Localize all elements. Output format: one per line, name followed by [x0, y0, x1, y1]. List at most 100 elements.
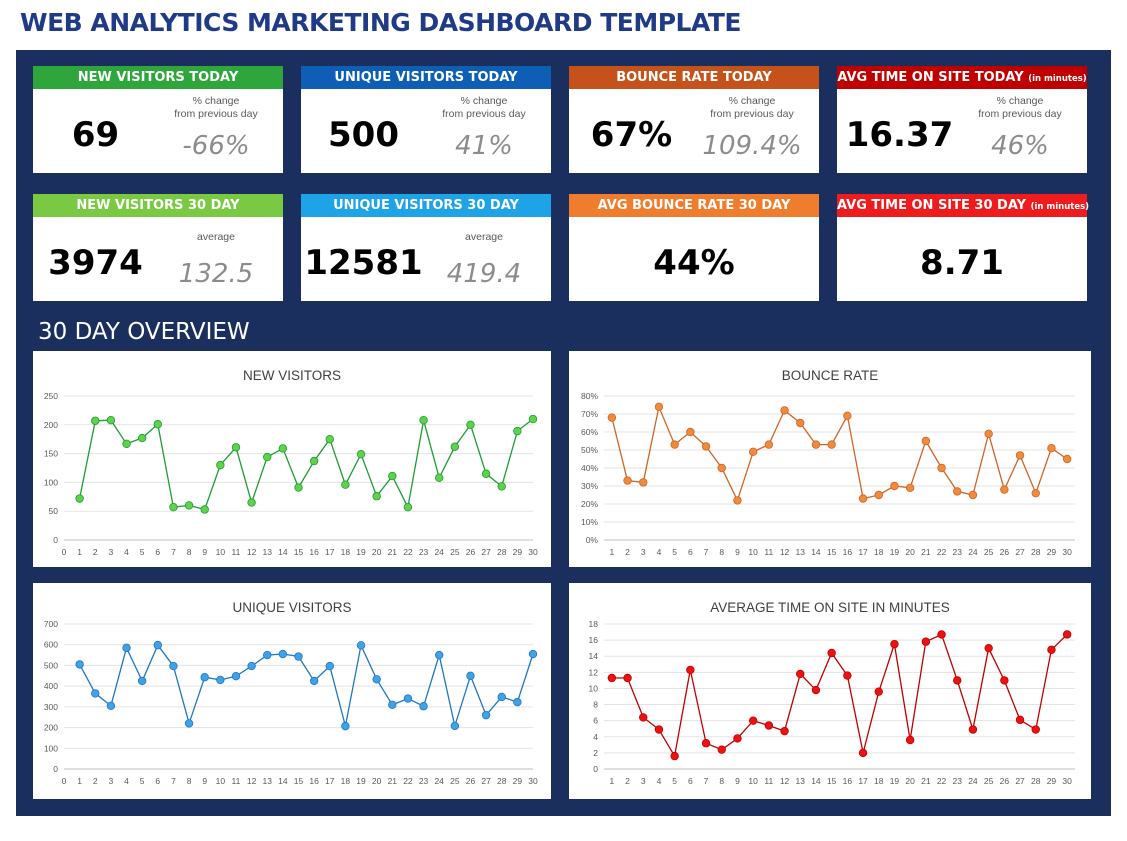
y-tick-label: 500 [44, 660, 58, 670]
data-point [513, 426, 522, 436]
x-tick-label: 17 [858, 547, 868, 557]
x-tick-label: 14 [278, 547, 288, 557]
data-point [1062, 630, 1072, 639]
x-tick-label: 30 [528, 776, 538, 786]
y-tick-label: 10 [589, 683, 599, 693]
x-tick-label: 21 [921, 776, 931, 786]
data-point [309, 456, 319, 466]
data-point [905, 483, 915, 492]
card-avg-bounce-rate-30-day: AVG BOUNCE RATE 30 DAY 44% [569, 194, 819, 301]
x-tick-label: 5 [672, 776, 677, 786]
x-tick-label: 28 [497, 776, 507, 786]
change-label-line1: % change [996, 95, 1044, 107]
x-tick-label: 13 [262, 547, 272, 557]
data-point [654, 725, 664, 734]
data-point [91, 689, 100, 698]
change-label-line2: from previous day [710, 108, 794, 120]
data-point [733, 496, 742, 505]
data-point [294, 652, 303, 661]
data-point [325, 661, 334, 671]
x-tick-label: 7 [704, 547, 709, 557]
x-tick-label: 16 [843, 776, 853, 786]
data-point [278, 649, 288, 659]
data-point [1015, 451, 1025, 460]
average-label: average [465, 231, 503, 243]
avg-time-chart-svg: AVERAGE TIME ON SITE IN MINUTES024681012… [589, 600, 1075, 786]
y-tick-label: 14 [589, 651, 599, 661]
data-point [796, 418, 805, 428]
data-point [419, 702, 428, 711]
x-tick-label: 29 [1047, 547, 1057, 557]
x-tick-label: 27 [1015, 547, 1025, 557]
x-tick-label: 1 [609, 547, 614, 557]
data-point [858, 494, 868, 503]
x-tick-label: 3 [109, 776, 114, 786]
data-point [843, 671, 852, 680]
y-tick-label: 200 [44, 420, 58, 430]
data-point [528, 414, 538, 424]
x-tick-label: 8 [187, 776, 192, 786]
data-point [843, 411, 852, 421]
x-tick-label: 12 [247, 776, 257, 786]
y-tick-label: 600 [44, 640, 58, 650]
change-label-line2: from previous day [978, 108, 1062, 120]
card-avg-time-today: AVG TIME ON SITE TODAY (in minutes) 16.3… [837, 66, 1087, 173]
average-label: average [197, 231, 235, 243]
data-point [309, 676, 319, 686]
data-point [403, 502, 413, 512]
data-point [670, 751, 679, 761]
data-point [388, 700, 397, 709]
x-tick-label: 18 [341, 776, 351, 786]
data-point [623, 673, 632, 683]
data-point [1062, 454, 1072, 464]
chart-title: BOUNCE RATE [782, 368, 879, 383]
x-tick-label: 15 [294, 547, 304, 557]
y-tick-label: 300 [44, 702, 58, 712]
x-tick-label: 16 [309, 776, 319, 786]
data-point [200, 505, 209, 514]
x-tick-label: 9 [735, 547, 740, 557]
x-tick-label: 1 [609, 776, 614, 786]
x-tick-label: 25 [450, 547, 460, 557]
x-tick-label: 2 [93, 776, 98, 786]
x-tick-label: 29 [513, 776, 523, 786]
card-body: 16.37 % change from previous day 46% [837, 89, 1087, 173]
data-point [639, 713, 648, 722]
data-point [137, 676, 147, 686]
y-tick-label: 6 [593, 716, 598, 726]
card-value: 3974 [48, 243, 143, 283]
data-point [701, 739, 711, 748]
card-header: AVG TIME ON SITE 30 DAY (in minutes) [837, 194, 1089, 217]
x-tick-label: 22 [403, 547, 413, 557]
data-point [733, 734, 742, 743]
data-point [984, 643, 993, 653]
data-point [481, 469, 491, 478]
data-point [607, 413, 617, 422]
data-point [921, 637, 931, 646]
data-point [623, 476, 632, 485]
data-point [372, 492, 381, 501]
data-point [528, 649, 538, 659]
card-value: 44% [653, 243, 735, 283]
change-label-line2: from previous day [174, 108, 258, 120]
y-tick-label: 100 [44, 743, 58, 753]
card-header: AVG BOUNCE RATE 30 DAY [569, 194, 819, 217]
x-tick-label: 10 [216, 547, 226, 557]
average-value: 132.5 [178, 259, 254, 289]
y-tick-label: 8 [593, 700, 598, 710]
data-point [169, 502, 178, 512]
data-point [184, 719, 194, 728]
data-point [466, 671, 475, 680]
x-tick-label: 5 [140, 776, 145, 786]
card-label: UNIQUE VISITORS 30 DAY [333, 198, 519, 213]
y-tick-label: 70% [581, 409, 598, 419]
chart-title: NEW VISITORS [243, 368, 341, 383]
x-tick-label: 6 [688, 547, 693, 557]
y-tick-label: 0 [53, 535, 58, 545]
y-tick-label: 20% [581, 499, 598, 509]
data-point [890, 639, 899, 649]
change-value: -66% [182, 131, 250, 161]
y-tick-label: 10% [581, 517, 598, 527]
